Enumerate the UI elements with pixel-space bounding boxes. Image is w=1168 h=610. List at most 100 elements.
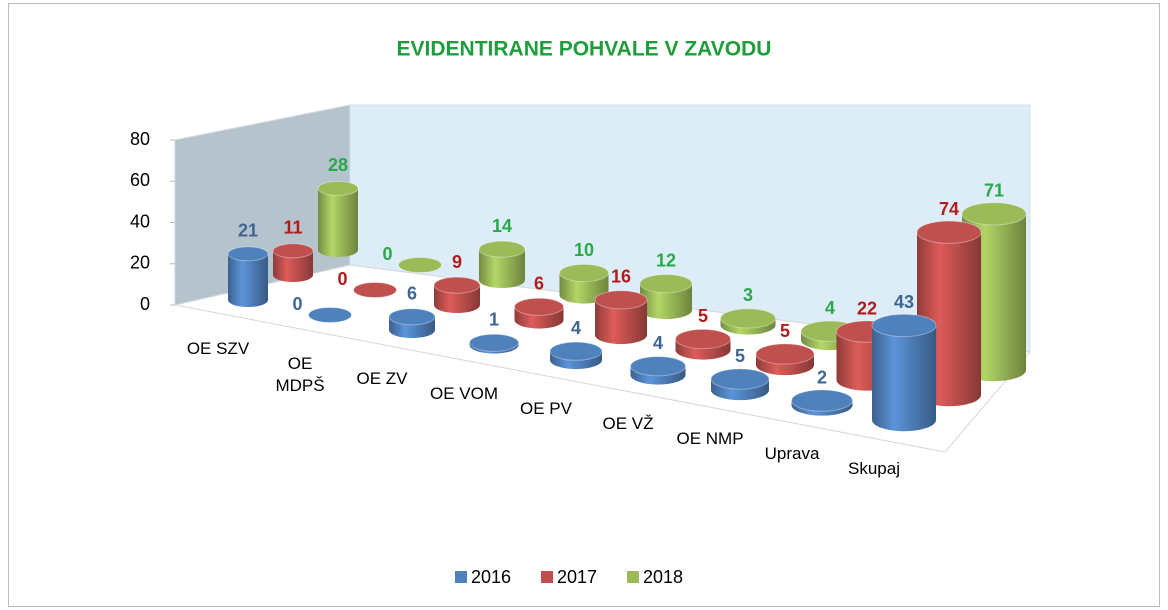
legend-label: 2016 xyxy=(471,567,511,587)
y-tick-label: 80 xyxy=(130,129,150,149)
value-label: 5 xyxy=(735,346,745,366)
value-label: 5 xyxy=(780,321,790,341)
value-label: 4 xyxy=(825,298,835,318)
value-label: 2 xyxy=(817,367,827,387)
cylinder-top xyxy=(961,202,1027,226)
cylinder-top xyxy=(317,180,359,196)
legend-swatch xyxy=(455,571,467,583)
value-label: 4 xyxy=(571,318,581,338)
cylinder xyxy=(469,333,519,354)
cylinder-top xyxy=(353,281,397,299)
legend-label: 2017 xyxy=(557,567,597,587)
x-tick-label: OE PV xyxy=(520,399,572,418)
value-label: 43 xyxy=(894,292,914,312)
value-label: 14 xyxy=(492,216,512,236)
cylinder-top xyxy=(755,343,815,365)
cylinder xyxy=(630,356,686,385)
cylinder xyxy=(478,240,526,289)
cylinder-top xyxy=(388,308,436,326)
cylinder xyxy=(308,306,352,324)
value-label: 0 xyxy=(337,269,347,289)
cylinder xyxy=(675,328,731,360)
cylinder-top xyxy=(514,297,564,316)
value-label: 1 xyxy=(489,310,499,330)
cylinder-top xyxy=(549,341,603,361)
cylinder-top xyxy=(710,368,770,390)
value-label: 28 xyxy=(328,155,348,175)
cylinder-side xyxy=(273,250,313,282)
cylinder-side xyxy=(595,299,647,345)
cylinder-top xyxy=(871,313,937,338)
cylinder xyxy=(710,368,770,401)
cylinder-top xyxy=(227,246,269,262)
value-label: 4 xyxy=(653,333,663,353)
value-label: 6 xyxy=(534,274,544,294)
x-tick-label: OE MDPŠ xyxy=(275,354,325,395)
cylinder-top xyxy=(559,263,609,283)
cylinder xyxy=(639,274,693,320)
x-tick-label: OE VOM xyxy=(429,384,498,403)
cylinder-top xyxy=(791,389,853,412)
cylinder-side xyxy=(318,188,358,257)
x-tick-label: Uprava xyxy=(764,444,820,463)
value-label: 0 xyxy=(292,294,302,314)
value-label: 22 xyxy=(857,298,877,318)
cylinder-side xyxy=(228,253,268,307)
cylinder xyxy=(720,308,776,335)
cylinder-top xyxy=(594,290,648,310)
cylinder-top xyxy=(272,243,314,259)
cylinder-top xyxy=(916,220,982,244)
cylinder xyxy=(227,246,269,307)
cylinder xyxy=(559,263,609,304)
value-label: 71 xyxy=(984,181,1004,201)
cylinder-side xyxy=(872,325,936,432)
cylinder-top xyxy=(398,256,442,274)
value-label: 9 xyxy=(452,252,462,272)
x-tick-label: Skupaj xyxy=(848,459,900,478)
cylinder-top xyxy=(469,333,519,352)
y-tick-label: 20 xyxy=(130,253,150,273)
value-label: 10 xyxy=(574,240,594,260)
y-tick-label: 40 xyxy=(130,211,150,231)
cylinder-top xyxy=(639,274,693,294)
cylinder xyxy=(549,341,603,370)
chart-title: EVIDENTIRANE POHVALE V ZAVODU xyxy=(397,38,772,61)
cylinder-top xyxy=(433,276,481,294)
cylinder xyxy=(594,290,648,345)
x-tick-label: OE SZV xyxy=(186,339,250,358)
y-tick-label: 0 xyxy=(140,294,150,314)
cylinder xyxy=(317,180,359,257)
cylinder-top xyxy=(720,308,776,329)
cylinder xyxy=(398,256,442,274)
x-tick-label: OE NMP xyxy=(676,429,744,448)
cylinder-top xyxy=(675,328,731,350)
cylinder-top xyxy=(478,240,526,258)
cylinder xyxy=(433,276,481,314)
legend-swatch xyxy=(541,571,553,583)
legend-label: 2018 xyxy=(643,567,683,587)
cylinder-side xyxy=(640,283,692,320)
value-label: 11 xyxy=(283,218,302,238)
value-label: 3 xyxy=(743,285,753,305)
cylinder xyxy=(272,243,314,282)
legend-swatch xyxy=(627,571,639,583)
cylinder xyxy=(791,389,853,416)
cylinder-top xyxy=(630,356,686,377)
y-tick-label: 60 xyxy=(130,170,150,190)
value-label: 21 xyxy=(238,221,258,241)
cylinder xyxy=(353,281,397,299)
value-label: 6 xyxy=(407,284,417,304)
value-label: 5 xyxy=(698,306,708,326)
cylinder-top xyxy=(308,306,352,324)
cylinder xyxy=(755,343,815,376)
cylinder xyxy=(871,313,937,432)
value-label: 12 xyxy=(656,250,676,270)
x-tick-label: OE ZV xyxy=(356,369,408,388)
cylinder-side xyxy=(559,273,609,304)
cylinder-side xyxy=(479,249,525,289)
cylinder xyxy=(514,297,564,329)
x-tick-label: OE VŽ xyxy=(602,414,654,433)
value-label: 0 xyxy=(382,244,392,264)
